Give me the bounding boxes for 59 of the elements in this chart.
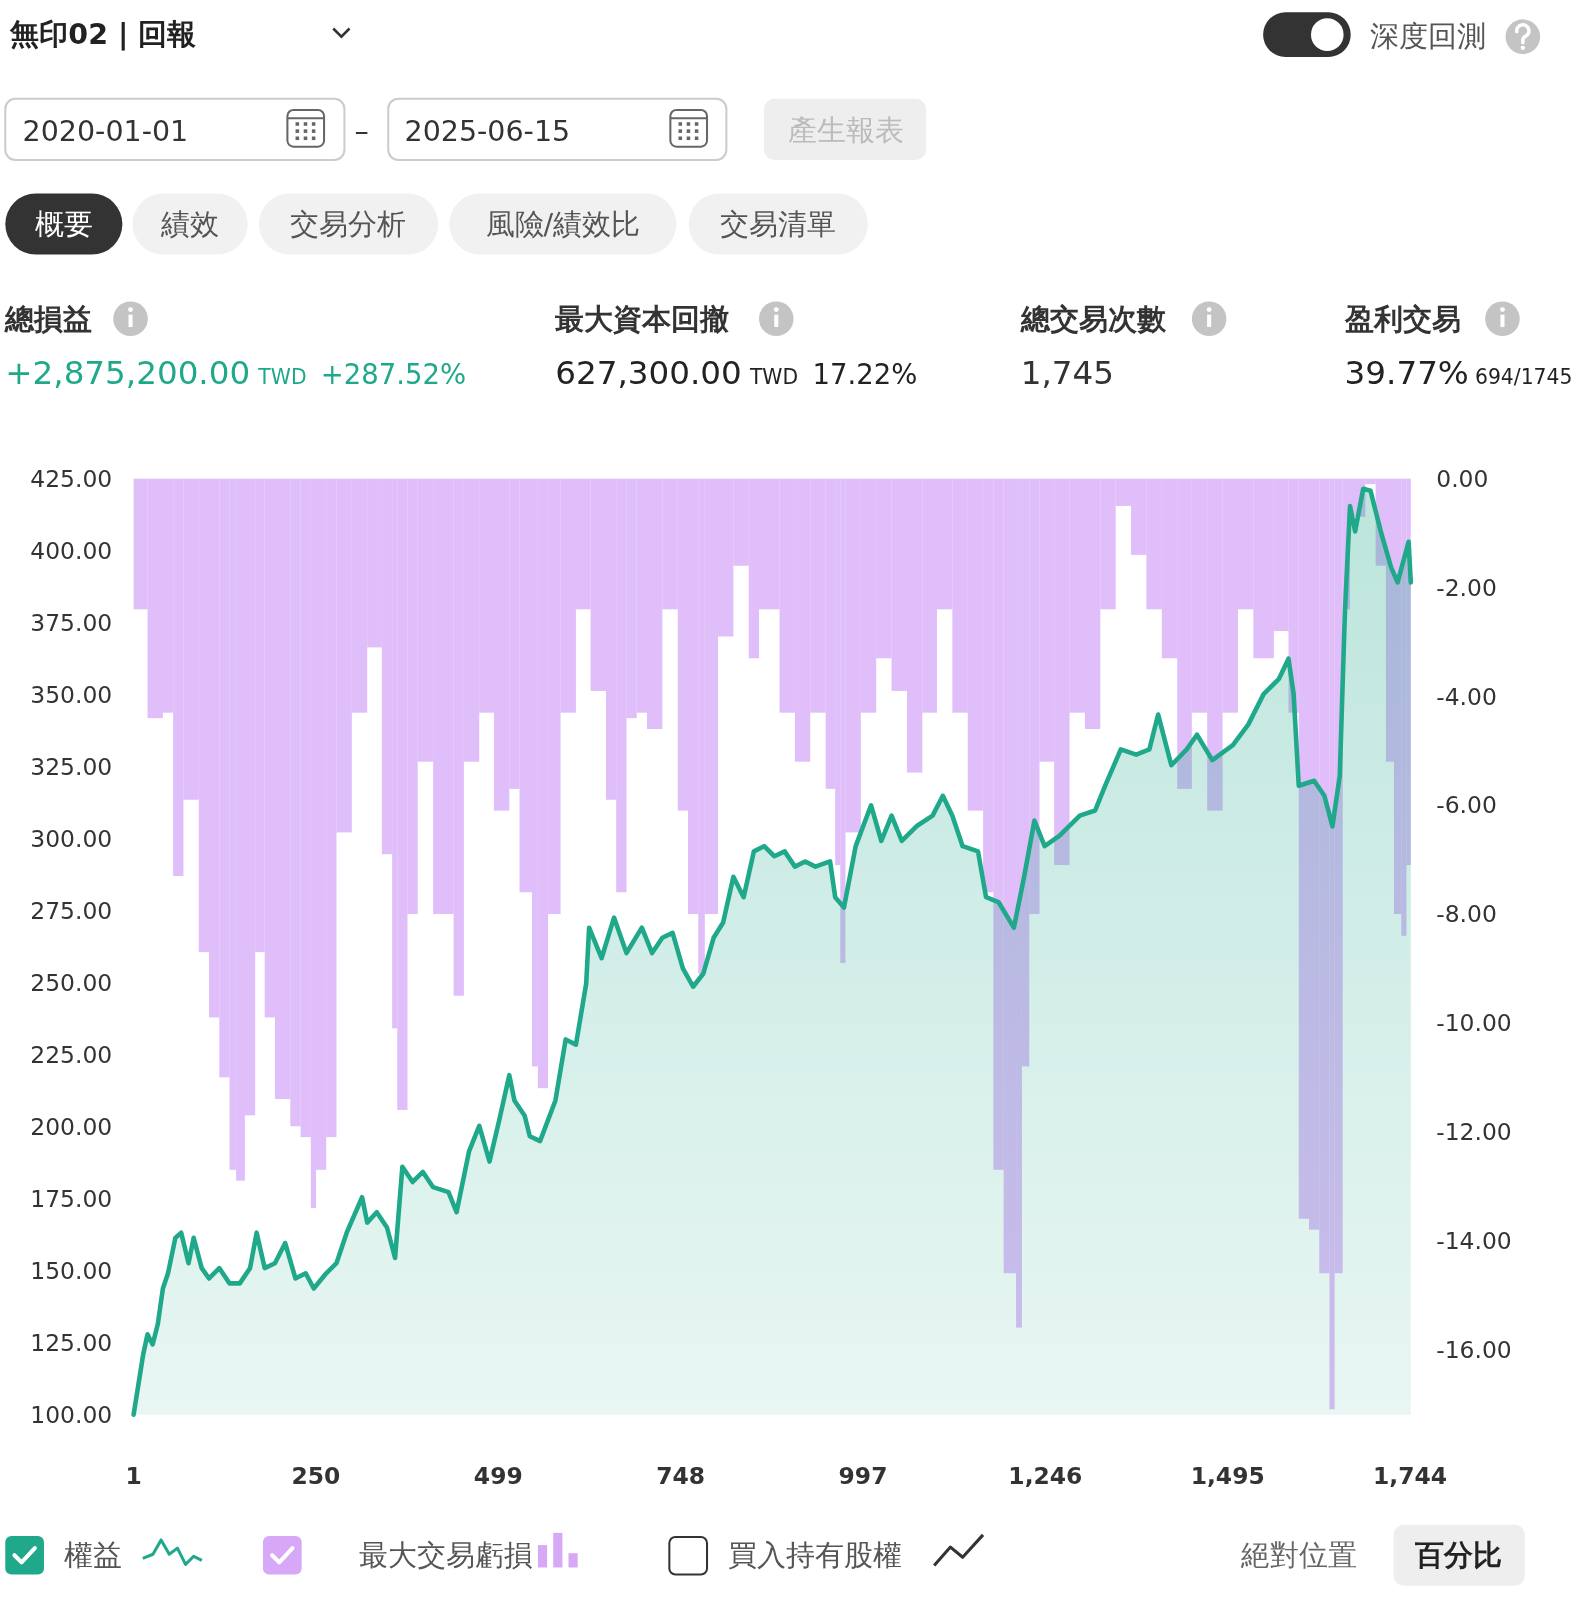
- text: 交易分析: [290, 208, 407, 242]
- text: 2025-06-15: [404, 114, 571, 148]
- x-tick-label: 1: [125, 1461, 142, 1490]
- x-tick-label: 250: [291, 1461, 341, 1490]
- y-tick-label: 300.00: [30, 824, 113, 853]
- text: 交易清單: [720, 208, 837, 242]
- legend-label: 最大交易虧損: [358, 1539, 533, 1573]
- y-tick-label: 100.00: [30, 1400, 113, 1429]
- text: 39.77%: [1344, 353, 1469, 392]
- y-tick-label: 275.00: [30, 896, 113, 925]
- x-tick-label: 997: [838, 1461, 888, 1490]
- y-tick-label: 350.00: [30, 680, 113, 709]
- text: 總交易次數: [1019, 302, 1167, 336]
- text: 絕對位置: [1239, 1539, 1357, 1573]
- y2-tick-label: -4.00: [1436, 682, 1497, 711]
- text: 694/1745: [1474, 364, 1573, 389]
- text: 百分比: [1414, 1539, 1503, 1573]
- y-tick-label: 425.00: [30, 464, 113, 493]
- y2-tick-label: 0.00: [1436, 464, 1489, 493]
- text: 買入持有股權: [728, 1539, 903, 1573]
- y-tick-label: 150.00: [30, 1256, 113, 1285]
- y2-tick-label: -8.00: [1436, 900, 1497, 929]
- x-tick-label: 748: [656, 1461, 706, 1490]
- text: –: [354, 114, 369, 148]
- y2-tick-label: -6.00: [1436, 791, 1497, 820]
- x-tick-label: 499: [473, 1461, 523, 1490]
- y-tick-label: 250.00: [30, 968, 113, 997]
- y-tick-label: 225.00: [30, 1040, 113, 1069]
- x-tick-label: 1,246: [1008, 1461, 1083, 1490]
- text: TWD: [748, 364, 799, 389]
- y-tick-label: 375.00: [30, 608, 113, 637]
- text: 1,745: [1020, 353, 1114, 392]
- y2-tick-label: -2.00: [1436, 573, 1497, 602]
- text: 績效: [160, 208, 220, 242]
- text: 17.22%: [812, 357, 918, 390]
- y2-tick-label: -14.00: [1436, 1226, 1512, 1255]
- y-tick-label: 200.00: [30, 1112, 113, 1141]
- text: +287.52%: [320, 357, 467, 390]
- text: TWD: [257, 364, 307, 389]
- text: 總損益: [4, 302, 93, 336]
- y-tick-label: 175.00: [30, 1184, 113, 1213]
- y-tick-label: 325.00: [30, 752, 113, 781]
- y2-tick-label: -16.00: [1436, 1335, 1512, 1364]
- text: 627,300.00: [555, 353, 742, 392]
- y-tick-label: 125.00: [30, 1328, 113, 1357]
- y2-tick-label: -12.00: [1436, 1117, 1512, 1146]
- legend-label: 權益: [64, 1539, 123, 1573]
- text: 風險/績效比: [485, 208, 641, 242]
- text: 盈利交易: [1343, 302, 1461, 336]
- y2-tick-label: -10.00: [1436, 1009, 1512, 1038]
- text: 深度回測: [1370, 19, 1487, 53]
- y-tick-label: 400.00: [30, 536, 113, 565]
- text: 2020-01-01: [22, 114, 189, 148]
- x-tick-label: 1,744: [1373, 1461, 1448, 1490]
- x-tick-label: 1,495: [1190, 1461, 1265, 1490]
- text: 概要: [34, 208, 93, 242]
- text: +2,875,200.00: [5, 353, 251, 392]
- text: 最大資本回撤: [554, 302, 730, 336]
- chart-title: 無印02 | 回報: [9, 17, 197, 51]
